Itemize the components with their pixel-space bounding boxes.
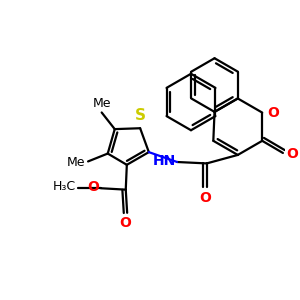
Text: O: O bbox=[119, 216, 131, 230]
Text: O: O bbox=[286, 147, 298, 161]
Text: H₃C: H₃C bbox=[53, 180, 76, 193]
Text: O: O bbox=[267, 106, 279, 120]
Text: Me: Me bbox=[67, 156, 85, 169]
Text: O: O bbox=[87, 180, 99, 194]
Text: Me: Me bbox=[92, 97, 111, 110]
Text: HN: HN bbox=[152, 154, 176, 168]
Text: O: O bbox=[200, 191, 211, 205]
Text: S: S bbox=[135, 108, 146, 123]
